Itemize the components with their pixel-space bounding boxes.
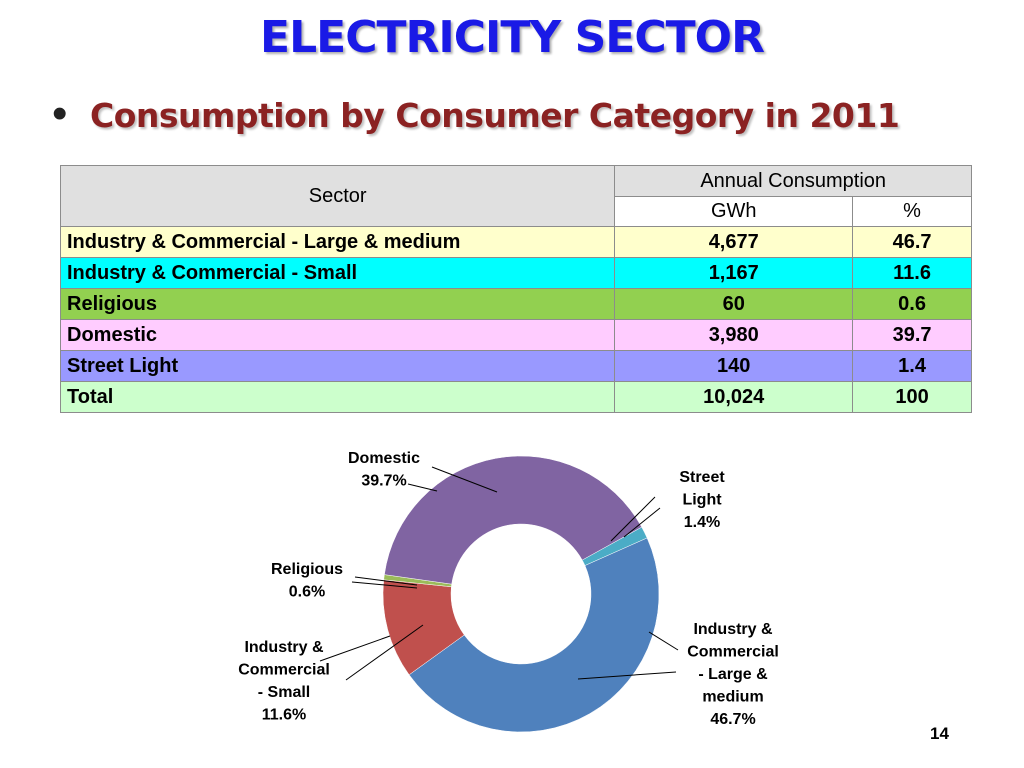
row-percent: 100: [852, 381, 972, 413]
header-annual-consumption: Annual Consumption: [614, 165, 972, 197]
row-percent: 46.7: [852, 226, 972, 258]
row-percent: 39.7: [852, 319, 972, 351]
row-sector: Industry & Commercial - Large & medium: [59, 226, 616, 258]
bullet-icon: •: [52, 89, 68, 138]
table-row: Street Light 140 1.4: [59, 350, 972, 382]
data-label-religious: Religious 0.6%: [271, 561, 343, 601]
leader-line-industry-commercial-small: [345, 624, 424, 681]
leader-line-religious-b: [351, 581, 418, 589]
data-label-industry-commercial-large-medium: Industry & Commercial - Large & medium 46.7%: [687, 621, 779, 728]
page-number: 14: [930, 724, 949, 743]
row-sector: Street Light: [59, 350, 616, 382]
header-gwh: GWh: [614, 196, 854, 227]
row-percent: 11.6: [852, 257, 972, 289]
row-gwh: 4,677: [614, 226, 854, 258]
leader-line-domestic-b: [407, 483, 438, 492]
table-subheader-row: GWh %: [61, 196, 972, 227]
leader-line-industry-commercial-large-medium: [577, 671, 677, 680]
row-gwh: 140: [614, 350, 854, 382]
row-sector: Total: [59, 381, 616, 413]
row-gwh: 60: [614, 288, 854, 320]
data-label-industry-commercial-small: Industry & Commercial - Small 11.6%: [238, 639, 330, 724]
row-gwh: 10,024: [614, 381, 854, 413]
slide-title: ELECTRICITY SECTOR: [260, 12, 765, 63]
donut-slice-industry-commercial-large-medium: [408, 537, 660, 733]
leader-line-industry-commercial-large-medium-b: [648, 631, 679, 651]
data-label-street-light: Street Light 1.4%: [679, 469, 725, 531]
data-label-domestic: Domestic 39.7%: [348, 450, 420, 490]
row-sector: Religious: [59, 288, 616, 320]
row-gwh: 3,980: [614, 319, 854, 351]
header-percent: %: [852, 196, 972, 227]
slide-subtitle: Consumption by Consumer Category in 2011: [90, 96, 900, 135]
consumption-table: Sector Annual Consumption GWh % Industry…: [59, 165, 972, 413]
leader-line-religious: [354, 576, 418, 586]
header-sector: Sector: [59, 165, 616, 227]
leader-line-street-light: [610, 496, 656, 542]
table-row: Total 10,024 100: [59, 381, 972, 413]
table-row: Domestic 3,980 39.7: [59, 319, 972, 351]
leader-line-domestic: [431, 466, 498, 493]
row-percent: 1.4: [852, 350, 972, 382]
table-row: Industry & Commercial - Large & medium 4…: [59, 226, 972, 258]
row-sector: Domestic: [59, 319, 616, 351]
leader-line-industry-commercial-small-b: [319, 635, 391, 662]
leader-line-street-light-b: [623, 507, 661, 538]
table-header-row: Sector Annual Consumption: [59, 165, 972, 227]
